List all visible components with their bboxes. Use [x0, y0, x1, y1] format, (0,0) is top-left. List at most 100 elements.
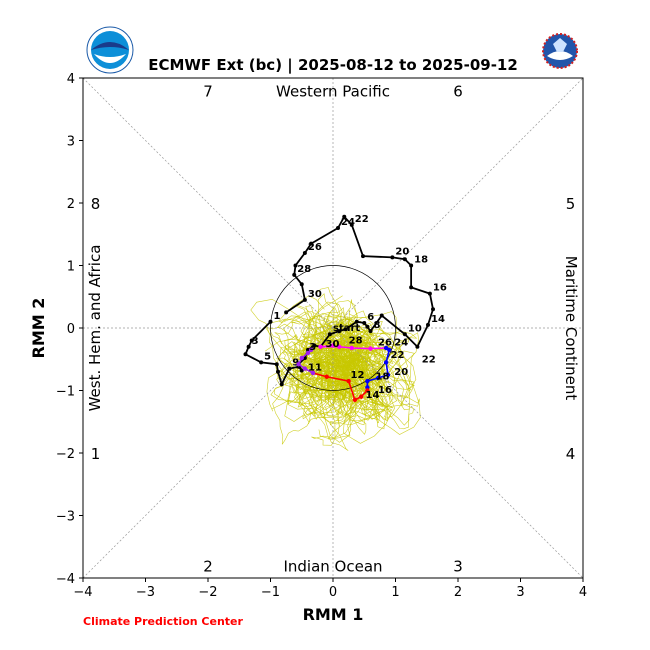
forecast-point — [330, 343, 336, 348]
forecast-point — [296, 362, 301, 367]
forecast-day-label: 14 — [366, 390, 380, 401]
x-tick-label: −1 — [261, 585, 280, 600]
ensemble-member-line — [264, 323, 327, 408]
observed-point — [365, 324, 370, 329]
observed-day-label: 28 — [297, 264, 311, 275]
observed-point — [259, 360, 264, 365]
forecast-point — [368, 346, 373, 351]
forecast-point — [358, 394, 364, 399]
forecast-point — [324, 374, 329, 379]
observed-point — [292, 272, 297, 277]
observed-day-label: 8 — [374, 320, 381, 331]
forecast-point — [375, 375, 381, 381]
x-tick-label: 3 — [516, 585, 524, 600]
observed-point — [427, 291, 432, 296]
phase-number-1: 1 — [91, 445, 101, 463]
forecast-day-label: 30 — [326, 339, 340, 350]
observed-point — [390, 255, 395, 260]
observed-day-label: 6 — [367, 312, 374, 323]
observed-day-label: 5 — [264, 351, 271, 362]
observed-point — [268, 319, 273, 324]
observed-point — [409, 263, 414, 268]
forecast-day-label: 12 — [351, 370, 365, 381]
ensemble-member-line — [321, 323, 392, 409]
observed-point — [249, 338, 254, 343]
forecast-point — [383, 360, 389, 365]
x-tick-label: −3 — [136, 585, 155, 600]
observed-point — [426, 322, 430, 327]
phase-number-7: 7 — [203, 83, 213, 101]
y-tick-label: 1 — [67, 260, 75, 275]
observed-day-label: 10 — [408, 323, 422, 334]
observed-point — [309, 241, 314, 246]
observed-day-label: 9 — [292, 358, 299, 369]
phase-number-5: 5 — [566, 195, 576, 213]
observed-point — [243, 352, 248, 357]
ensemble-member-line — [320, 349, 367, 451]
observed-day-label: 3 — [252, 336, 259, 347]
noaa-logo — [86, 26, 134, 74]
ensemble-member-line — [276, 316, 421, 435]
forecast-point — [318, 344, 323, 349]
observed-point — [287, 366, 292, 371]
ensemble-member-line — [327, 311, 417, 399]
observed-point — [361, 254, 365, 259]
observed-point — [274, 362, 279, 367]
observed-point — [302, 251, 307, 255]
phase-number-3: 3 — [453, 558, 463, 576]
x-tick-label: 1 — [391, 585, 399, 600]
x-tick-label: −2 — [198, 585, 217, 600]
y-tick-label: −3 — [56, 510, 75, 525]
forecast-day-label: 18 — [376, 371, 390, 382]
forecast-day-label: 20 — [394, 367, 408, 378]
forecast-day-label: 16 — [378, 385, 392, 396]
unit-circle — [270, 265, 396, 391]
ensemble-member-line — [325, 307, 381, 380]
observed-point — [337, 329, 342, 334]
observed-point — [299, 282, 304, 287]
x-tick-label: 4 — [579, 585, 587, 600]
observed-point — [246, 344, 251, 349]
forecast-day-label: 22 — [422, 354, 436, 365]
forecast-day-label: start — [333, 323, 360, 334]
observed-point — [402, 332, 407, 337]
ensemble-member-line — [287, 353, 394, 420]
ensemble-member-line — [339, 299, 414, 426]
x-axis-label: RMM 1 — [303, 605, 364, 624]
ensemble-member-line — [303, 301, 388, 422]
forecast-point — [302, 366, 308, 371]
ensemble-member-line — [311, 342, 371, 395]
observed-point — [409, 285, 414, 290]
phase-number-4: 4 — [566, 445, 576, 463]
observed-day-label: 30 — [308, 289, 322, 300]
x-tick-label: 2 — [454, 585, 462, 600]
y-axis-label: RMM 2 — [29, 298, 48, 359]
observed-day-label: 1 — [274, 311, 281, 322]
forecast-day-label: 11 — [308, 363, 322, 374]
forecast-point — [352, 397, 358, 403]
observed-point — [342, 214, 347, 219]
observed-point — [431, 307, 435, 312]
observed-point — [312, 343, 317, 348]
observed-day-label: 22 — [355, 214, 369, 225]
observed-point — [293, 263, 298, 268]
observed-point — [362, 321, 367, 325]
observed-point — [379, 313, 384, 318]
forecast-point — [365, 385, 370, 390]
phase-number-8: 8 — [91, 195, 101, 213]
credit-text: Climate Prediction Center — [83, 615, 243, 628]
observed-day-label: 20 — [395, 246, 409, 257]
forecast-point — [310, 370, 316, 376]
phase-number-6: 6 — [453, 83, 463, 101]
x-tick-label: −4 — [73, 585, 92, 600]
y-tick-label: 0 — [67, 322, 75, 337]
forecast-point — [365, 378, 370, 384]
ensemble-member-line — [269, 295, 344, 403]
observed-point — [327, 332, 332, 337]
observed-day-label: 26 — [308, 242, 322, 253]
observed-day-label: 14 — [431, 314, 445, 325]
observed-point — [302, 297, 307, 302]
